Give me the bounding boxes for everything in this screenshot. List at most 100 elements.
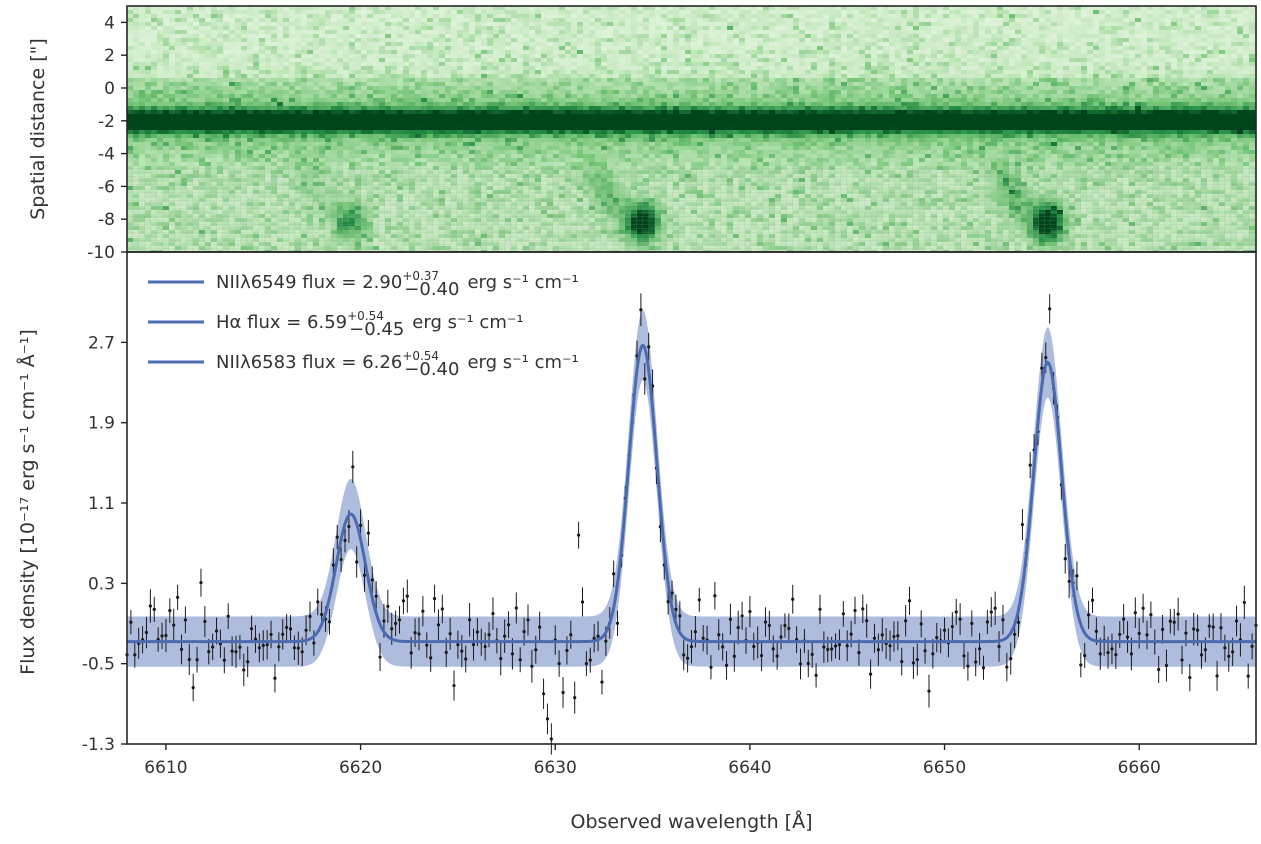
- heatmap-cell: [913, 34, 919, 38]
- heatmap-cell: [739, 78, 745, 82]
- heatmap-cell: [475, 106, 481, 110]
- heatmap-cell: [655, 54, 661, 58]
- heatmap-cell: [457, 94, 463, 98]
- heatmap-cell: [457, 82, 463, 86]
- heatmap-cell: [163, 26, 169, 30]
- heatmap-cell: [1243, 90, 1249, 94]
- heatmap-cell: [793, 50, 799, 54]
- heatmap-cell: [493, 70, 499, 74]
- heatmap-cell: [403, 58, 409, 62]
- heatmap-cell: [1087, 98, 1093, 102]
- heatmap-cell: [895, 106, 901, 110]
- heatmap-cell: [709, 54, 715, 58]
- heatmap-cell: [433, 106, 439, 110]
- heatmap-cell: [805, 26, 811, 30]
- heatmap-cell: [361, 110, 367, 114]
- heatmap-cell: [1027, 82, 1033, 86]
- heatmap-cell: [151, 78, 157, 82]
- heatmap-cell: [193, 110, 199, 114]
- heatmap-cell: [307, 30, 313, 34]
- heatmap-cell: [253, 50, 259, 54]
- heatmap-cell: [265, 22, 271, 26]
- heatmap-cell: [175, 14, 181, 18]
- heatmap-cell: [1129, 6, 1135, 10]
- heatmap-cell: [421, 82, 427, 86]
- heatmap-cell: [973, 54, 979, 58]
- heatmap-cell: [697, 10, 703, 14]
- heatmap-cell: [385, 54, 391, 58]
- heatmap-cell: [259, 14, 265, 18]
- heatmap-cell: [817, 78, 823, 82]
- heatmap-cell: [943, 90, 949, 94]
- heatmap-cell: [763, 50, 769, 54]
- heatmap-cell: [673, 18, 679, 22]
- heatmap-cell: [739, 42, 745, 46]
- heatmap-cell: [499, 50, 505, 54]
- heatmap-cell: [1111, 74, 1117, 78]
- heatmap-cell: [583, 14, 589, 18]
- heatmap-cell: [793, 6, 799, 10]
- heatmap-cell: [1189, 54, 1195, 58]
- heatmap-cell: [955, 62, 961, 66]
- heatmap-cell: [919, 82, 925, 86]
- heatmap-cell: [583, 90, 589, 94]
- heatmap-cell: [727, 42, 733, 46]
- heatmap-cell: [1111, 70, 1117, 74]
- heatmap-cell: [1063, 26, 1069, 30]
- heatmap-cell: [301, 106, 307, 110]
- heatmap-cell: [793, 94, 799, 98]
- heatmap-cell: [883, 58, 889, 62]
- heatmap-cell: [829, 66, 835, 70]
- heatmap-cell: [241, 82, 247, 86]
- heatmap-cell: [1069, 62, 1075, 66]
- heatmap-cell: [811, 26, 817, 30]
- heatmap-cell: [181, 58, 187, 62]
- heatmap-cell: [331, 98, 337, 102]
- heatmap-cell: [1015, 98, 1021, 102]
- heatmap-cell: [1135, 46, 1141, 50]
- heatmap-cell: [1141, 14, 1147, 18]
- heatmap-cell: [823, 26, 829, 30]
- heatmap-cell: [283, 110, 289, 114]
- heatmap-cell: [1189, 78, 1195, 82]
- heatmap-cell: [871, 106, 877, 110]
- heatmap-cell: [313, 38, 319, 42]
- heatmap-cell: [409, 50, 415, 54]
- heatmap-cell: [853, 94, 859, 98]
- heatmap-cell: [751, 62, 757, 66]
- heatmap-cell: [415, 102, 421, 106]
- heatmap-cell: [1015, 38, 1021, 42]
- heatmap-cell: [919, 98, 925, 102]
- heatmap-cell: [709, 34, 715, 38]
- heatmap-cell: [319, 78, 325, 82]
- heatmap-cell: [301, 46, 307, 50]
- heatmap-cell: [1075, 74, 1081, 78]
- heatmap-cell: [295, 6, 301, 10]
- heatmap-cell: [469, 58, 475, 62]
- heatmap-cell: [985, 10, 991, 14]
- heatmap-cell: [241, 58, 247, 62]
- heatmap-cell: [511, 66, 517, 70]
- heatmap-cell: [535, 34, 541, 38]
- heatmap-cell: [619, 50, 625, 54]
- heatmap-cell: [451, 98, 457, 102]
- heatmap-cell: [601, 14, 607, 18]
- heatmap-cell: [481, 26, 487, 30]
- heatmap-cell: [199, 110, 205, 114]
- heatmap-cell: [427, 86, 433, 90]
- heatmap-cell: [643, 66, 649, 70]
- heatmap-cell: [1051, 34, 1057, 38]
- heatmap-cell: [811, 62, 817, 66]
- heatmap-cell: [439, 26, 445, 30]
- heatmap-cell: [691, 66, 697, 70]
- heatmap-cell: [397, 6, 403, 10]
- heatmap-cell: [1045, 34, 1051, 38]
- heatmap-cell: [997, 18, 1003, 22]
- heatmap-cell: [247, 90, 253, 94]
- heatmap-cell: [241, 14, 247, 18]
- heatmap-cell: [745, 94, 751, 98]
- heatmap-cell: [433, 46, 439, 50]
- heatmap-cell: [787, 70, 793, 74]
- heatmap-cell: [703, 106, 709, 110]
- heatmap-cell: [829, 42, 835, 46]
